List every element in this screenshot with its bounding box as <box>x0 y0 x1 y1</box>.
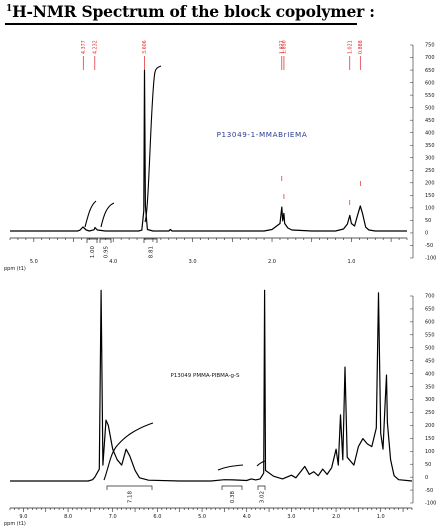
y-tick-label: 400 <box>425 371 435 377</box>
integral-value: 0.95 <box>104 246 110 259</box>
y-tick-label: 350 <box>425 384 435 390</box>
y-tick-label: 700 <box>425 294 435 300</box>
y-tick-label: 250 <box>425 168 435 174</box>
title-underline <box>5 23 357 25</box>
figure-title: 1H-NMR Spectrum of the block copolymer : <box>6 2 375 21</box>
y-tick-label: 200 <box>425 181 435 187</box>
y-tick-label: 350 <box>425 143 435 149</box>
integral-curve <box>144 65 162 223</box>
integral-bracket <box>86 238 98 243</box>
y-tick-label: 150 <box>425 193 435 199</box>
x-tick-label: 1.0 <box>347 259 355 265</box>
y-tick-label: 100 <box>425 206 435 212</box>
x-axis-unit: ppm (t1) <box>4 266 26 272</box>
x-tick-label: 4.0 <box>243 514 251 520</box>
y-tick-label: 500 <box>425 345 435 351</box>
integral-curve <box>100 202 115 228</box>
x-tick-label: 8.0 <box>64 514 72 520</box>
integral-bracket <box>106 485 153 490</box>
y-tick-label: 550 <box>425 333 435 339</box>
x-tick-label: 7.0 <box>109 514 117 520</box>
peak-label: 1.850 <box>282 40 288 54</box>
figure-title-text: H-NMR Spectrum of the block copolymer : <box>12 2 375 21</box>
integral-curve <box>217 464 244 471</box>
sample-label: P13049 PMMA-PIBMA-g-S <box>170 373 240 379</box>
y-tick-label: 750 <box>425 43 435 49</box>
x-tick-label: 6.0 <box>153 514 161 520</box>
peak-label: 0.888 <box>358 40 364 54</box>
y-tick-label: 450 <box>425 118 435 124</box>
peak-label: 3.606 <box>142 40 148 54</box>
y-tick-label: 600 <box>425 320 435 326</box>
y-tick-label: 300 <box>425 155 435 161</box>
y-tick-label: 550 <box>425 93 435 99</box>
peak-label: 1.877 <box>279 40 285 54</box>
y-tick-label: -50 <box>425 488 433 494</box>
y-tick-label: 700 <box>425 55 435 61</box>
y-tick-label: 400 <box>425 130 435 136</box>
integral-value: 8.81 <box>149 246 155 258</box>
y-tick-label: -100 <box>425 256 436 262</box>
spectrum-panel-1: 5.0 4.0 3.0 2.0 1.0 ppm (t1) 750 700 650 600 550 50… <box>4 40 436 272</box>
spectrum-line <box>10 69 407 232</box>
integral-bracket <box>257 485 266 490</box>
y-tick-label: 650 <box>425 68 435 74</box>
y-tick-label: 0 <box>425 231 428 237</box>
integral-curve <box>103 422 154 481</box>
integral-value: 1.00 <box>90 246 96 259</box>
x-tick-label: 9.0 <box>19 514 27 520</box>
peak-label: 4.377 <box>81 40 87 54</box>
y-tick-label: 300 <box>425 397 435 403</box>
integral-value: 3.02 <box>260 491 266 503</box>
x-tick-label: 5.0 <box>30 259 38 265</box>
y-tick-label: 650 <box>425 307 435 313</box>
integral-bracket <box>99 238 112 243</box>
figure-title-superscript: 1 <box>6 4 13 14</box>
integral-value: 0.38 <box>230 491 236 504</box>
integral-curve <box>256 460 266 467</box>
integral-bracket <box>221 485 243 490</box>
integral-value: 7.18 <box>128 491 134 504</box>
peak-label: 4.232 <box>92 40 98 54</box>
y-tick-label: -100 <box>425 501 436 507</box>
x-tick-label: 1.0 <box>377 514 385 520</box>
sample-label: P13049-1-MMABrIEMA <box>217 130 308 139</box>
y-tick-label: 150 <box>425 436 435 442</box>
x-axis-unit: ppm (t1) <box>4 521 26 527</box>
x-tick-label: 3.0 <box>189 259 197 265</box>
x-tick-label: 3.0 <box>287 514 295 520</box>
y-tick-label: 450 <box>425 358 435 364</box>
y-tick-label: 50 <box>425 218 431 224</box>
x-tick-label: 5.0 <box>198 514 206 520</box>
x-tick-label: 4.0 <box>109 259 117 265</box>
integral-bracket <box>143 238 158 243</box>
y-tick-label: 50 <box>425 462 431 468</box>
spectrum-line <box>10 289 413 482</box>
y-tick-label: 250 <box>425 410 435 416</box>
x-tick-label: 2.0 <box>268 259 276 265</box>
y-tick-label: 200 <box>425 423 435 429</box>
peak-label: 1.021 <box>347 40 353 54</box>
x-tick-label: 2.0 <box>332 514 340 520</box>
y-tick-label: 100 <box>425 449 435 455</box>
y-tick-label: 0 <box>425 475 428 481</box>
y-tick-label: 600 <box>425 80 435 86</box>
spectrum-panel-2: 9.0 8.0 7.0 6.0 5.0 4.0 3.0 2.0 1.0 ppm (t1) 700 65… <box>4 289 436 527</box>
integral-curve <box>84 200 97 228</box>
y-tick-label: -50 <box>425 243 433 249</box>
y-tick-label: 500 <box>425 105 435 111</box>
